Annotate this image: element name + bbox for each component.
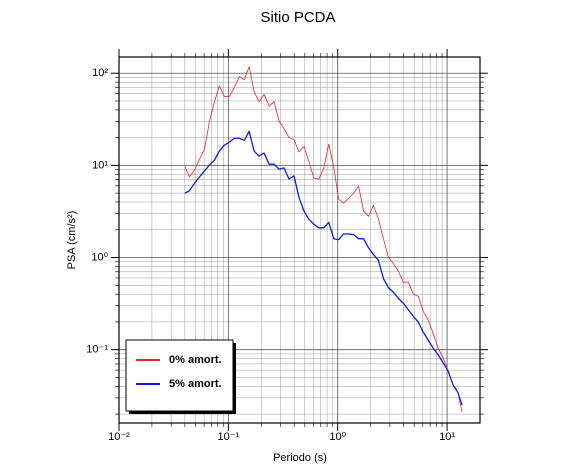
x-tick-label: 10⁻¹ bbox=[218, 431, 240, 443]
series-line bbox=[184, 66, 463, 413]
y-axis-label: PSA (cm/s²) bbox=[66, 211, 78, 270]
x-tick-label: 10¹ bbox=[439, 431, 455, 443]
x-tick-label: 10⁰ bbox=[329, 431, 346, 443]
y-tick-label: 10¹ bbox=[92, 159, 108, 171]
plot-frame bbox=[118, 56, 481, 424]
legend-box bbox=[125, 339, 234, 412]
x-axis-label: Periodo (s) bbox=[273, 452, 327, 464]
legend-label: 5% amort. bbox=[169, 378, 222, 390]
y-tick-label: 10⁰ bbox=[91, 251, 108, 263]
series-line bbox=[184, 130, 463, 406]
chart-title: Sitio PCDA bbox=[260, 9, 335, 26]
y-tick-label: 10² bbox=[92, 67, 108, 79]
legend-label: 0% amort. bbox=[169, 354, 222, 366]
y-tick-label: 10⁻¹ bbox=[86, 344, 108, 356]
x-tick-label: 10⁻² bbox=[108, 431, 130, 443]
